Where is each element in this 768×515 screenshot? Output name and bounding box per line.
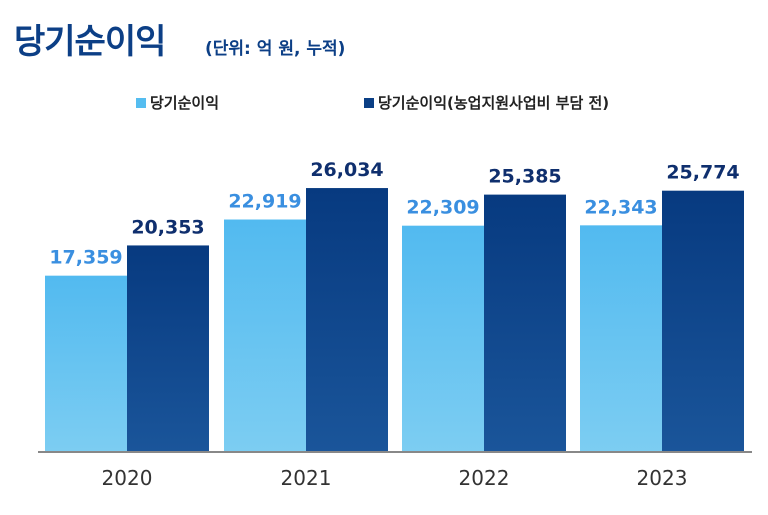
legend-label: 당기순이익(농업지원사업비 부담 전) bbox=[378, 94, 610, 112]
x-tick-label: 2023 bbox=[637, 466, 688, 490]
legend-swatch-dark bbox=[364, 97, 374, 108]
bar-2020-series-2 bbox=[127, 245, 209, 451]
chart-title: 당기순이익 bbox=[14, 22, 166, 62]
chart-subtitle: (단위: 억 원, 누적) bbox=[205, 39, 346, 59]
bar-2021-series-2 bbox=[306, 188, 388, 452]
bar-2022-series-1 bbox=[402, 225, 484, 451]
data-label: 22,343 bbox=[584, 196, 657, 218]
legend-item-net-income: 당기순이익 bbox=[136, 92, 219, 113]
bar-2022-series-2 bbox=[484, 194, 566, 451]
data-label: 25,774 bbox=[666, 162, 739, 184]
data-label: 17,359 bbox=[49, 247, 122, 269]
bar-2023-series-2 bbox=[662, 190, 744, 451]
data-label: 25,385 bbox=[488, 166, 561, 188]
data-label: 26,034 bbox=[310, 159, 383, 181]
legend-item-net-income-before: 당기순이익(농업지원사업비 부담 전) bbox=[364, 92, 609, 113]
data-label: 22,919 bbox=[228, 191, 301, 213]
legend-label: 당기순이익 bbox=[150, 94, 220, 112]
legend-swatch-light bbox=[136, 97, 146, 108]
data-label: 22,309 bbox=[406, 197, 479, 219]
bar-2023-series-1 bbox=[580, 225, 662, 451]
x-tick-label: 2021 bbox=[281, 466, 332, 490]
bar-2021-series-1 bbox=[224, 219, 306, 451]
x-tick-label: 2022 bbox=[459, 466, 510, 490]
x-tick-label: 2020 bbox=[102, 466, 153, 490]
bar-2020-series-1 bbox=[45, 275, 127, 451]
data-label: 20,353 bbox=[131, 216, 204, 238]
